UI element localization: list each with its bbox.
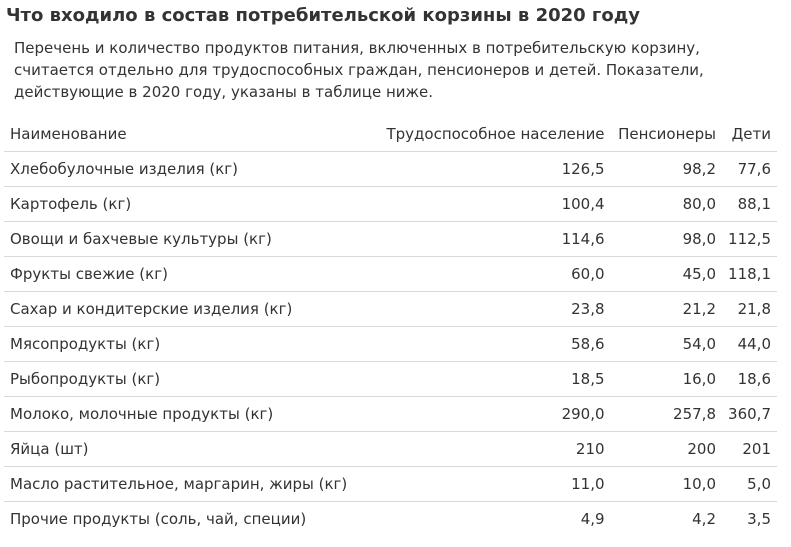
cell-name: Прочие продукты (соль, чай, специи) [10, 510, 307, 528]
table-body: Хлебобулочные изделия (кг) 126,5 98,2 77… [4, 151, 777, 537]
cell-name: Молоко, молочные продукты (кг) [10, 405, 274, 423]
cell-name: Рыбопродукты (кг) [10, 370, 161, 388]
cell-children: 77,6 [737, 160, 771, 178]
table-row: Сахар и кондитерские изделия (кг) 23,8 2… [4, 291, 777, 327]
cell-name: Овощи и бахчевые культуры (кг) [10, 230, 272, 248]
table-row: Рыбопродукты (кг) 18,5 16,0 18,6 [4, 361, 777, 397]
cell-children: 360,7 [728, 405, 771, 423]
header-name: Наименование [10, 125, 127, 143]
cell-children: 88,1 [737, 195, 771, 213]
cell-pensioners: 10,0 [682, 475, 716, 493]
table-header: Наименование Трудоспособное население Пе… [4, 117, 777, 152]
cell-children: 44,0 [737, 335, 771, 353]
cell-name: Мясопродукты (кг) [10, 335, 161, 353]
cell-pensioners: 257,8 [673, 405, 716, 423]
page-title: Что входило в состав потребительской кор… [6, 5, 640, 26]
cell-children: 3,5 [747, 510, 771, 528]
header-children: Дети [731, 125, 771, 143]
cell-name: Фрукты свежие (кг) [10, 265, 168, 283]
cell-working: 23,8 [571, 300, 605, 318]
cell-working: 4,9 [580, 510, 605, 528]
table-row: Молоко, молочные продукты (кг) 290,0 257… [4, 396, 777, 432]
cell-working: 58,6 [571, 335, 605, 353]
table-row: Прочие продукты (соль, чай, специи) 4,9 … [4, 501, 777, 537]
header-pensioners: Пенсионеры [618, 125, 716, 143]
cell-pensioners: 98,0 [682, 230, 716, 248]
table-row: Картофель (кг) 100,4 80,0 88,1 [4, 186, 777, 222]
table-header-row: Наименование Трудоспособное население Пе… [4, 117, 777, 152]
table-row: Хлебобулочные изделия (кг) 126,5 98,2 77… [4, 151, 777, 187]
cell-children: 5,0 [747, 475, 771, 493]
cell-pensioners: 200 [687, 440, 716, 458]
cell-pensioners: 54,0 [682, 335, 716, 353]
cell-children: 21,8 [737, 300, 771, 318]
cell-name: Яйца (шт) [10, 440, 89, 458]
cell-children: 112,5 [728, 230, 771, 248]
table-row: Овощи и бахчевые культуры (кг) 114,6 98,… [4, 221, 777, 257]
table-row: Яйца (шт) 210 200 201 [4, 431, 777, 467]
cell-working: 290,0 [561, 405, 605, 423]
cell-name: Сахар и кондитерские изделия (кг) [10, 300, 293, 318]
cell-pensioners: 4,2 [692, 510, 716, 528]
cell-pensioners: 45,0 [682, 265, 716, 283]
cell-name: Хлебобулочные изделия (кг) [10, 160, 239, 178]
intro-paragraph: Перечень и количество продуктов питания,… [14, 39, 704, 101]
cell-pensioners: 98,2 [682, 160, 716, 178]
cell-children: 18,6 [737, 370, 771, 388]
cell-name: Картофель (кг) [10, 195, 132, 213]
cell-children: 118,1 [728, 265, 771, 283]
header-working: Трудоспособное население [386, 125, 605, 143]
table-row: Мясопродукты (кг) 58,6 54,0 44,0 [4, 326, 777, 362]
cell-working: 126,5 [561, 160, 605, 178]
cell-pensioners: 21,2 [682, 300, 716, 318]
cell-working: 60,0 [571, 265, 605, 283]
cell-pensioners: 80,0 [682, 195, 716, 213]
table-row: Фрукты свежие (кг) 60,0 45,0 118,1 [4, 256, 777, 292]
table-row: Масло растительное, маргарин, жиры (кг) … [4, 466, 777, 502]
cell-children: 201 [742, 440, 771, 458]
cell-working: 11,0 [571, 475, 605, 493]
cell-working: 18,5 [571, 370, 605, 388]
cell-name: Масло растительное, маргарин, жиры (кг) [10, 475, 348, 493]
cell-working: 100,4 [561, 195, 605, 213]
cell-working: 114,6 [561, 230, 605, 248]
consumer-basket-table: Наименование Трудоспособное население Пе… [4, 117, 777, 536]
cell-pensioners: 16,0 [682, 370, 716, 388]
cell-working: 210 [575, 440, 605, 458]
